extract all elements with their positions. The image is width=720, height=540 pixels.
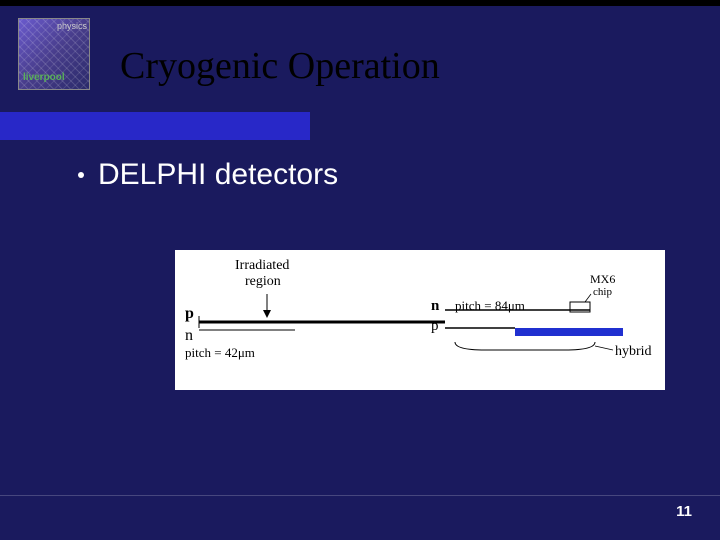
hybrid-connector <box>595 346 613 350</box>
diagram-svg <box>175 250 665 390</box>
bullet-dot-icon <box>78 172 84 178</box>
logo-text-bottom: liverpool <box>23 72 65 83</box>
logo-text-top: physics <box>57 21 87 31</box>
mx6-connector <box>585 294 591 302</box>
footer-line <box>0 495 720 496</box>
hybrid-brace <box>455 342 595 350</box>
accent-bar <box>0 112 310 140</box>
bullet-row: DELPHI detectors <box>78 158 338 192</box>
detector-diagram: Irradiated region p n pitch = 42μm n p p… <box>175 250 665 390</box>
bullet-text: DELPHI detectors <box>98 158 338 192</box>
page-number: 11 <box>676 503 692 520</box>
top-bar <box>0 0 720 6</box>
arrow-head-icon <box>263 310 271 318</box>
hybrid-bar <box>515 328 623 336</box>
logo: physics liverpool <box>18 18 90 90</box>
slide-title: Cryogenic Operation <box>120 44 440 88</box>
